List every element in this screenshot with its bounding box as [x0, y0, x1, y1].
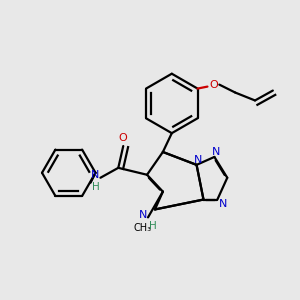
Text: N: N [212, 147, 220, 157]
Text: H: H [149, 221, 157, 231]
Text: H: H [92, 182, 99, 192]
Text: N: N [91, 170, 100, 180]
Text: N: N [194, 155, 203, 165]
Text: N: N [219, 200, 227, 209]
Text: O: O [209, 80, 218, 90]
Text: O: O [119, 133, 128, 143]
Text: CH₃: CH₃ [133, 223, 151, 233]
Text: N: N [139, 210, 147, 220]
